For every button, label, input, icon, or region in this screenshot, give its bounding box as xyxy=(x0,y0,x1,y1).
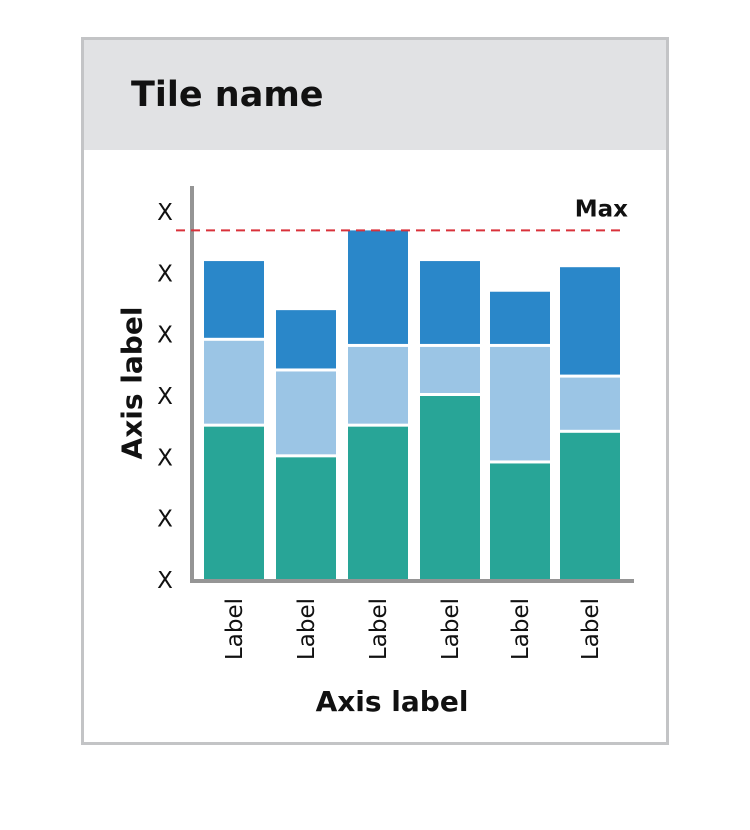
bar-segment xyxy=(420,346,480,393)
x-tick-label: Label xyxy=(438,598,464,660)
tile-title: Tile name xyxy=(131,75,324,115)
y-axis-title: Axis label xyxy=(116,307,149,460)
bar-segment xyxy=(560,267,620,375)
bar-segment xyxy=(276,457,336,580)
x-tick-label: Label xyxy=(578,598,604,660)
y-tick-label: X xyxy=(157,261,173,287)
bar-segment xyxy=(204,426,264,580)
x-tick-label: Label xyxy=(222,598,248,660)
bar-segment xyxy=(490,346,550,461)
bar-segment xyxy=(276,371,336,455)
bar-segment xyxy=(420,396,480,580)
y-tick-label: X xyxy=(157,200,173,226)
bar-segment xyxy=(204,261,264,338)
bar-segment xyxy=(420,261,480,344)
bar-segment xyxy=(348,230,408,344)
tile-header: Tile name xyxy=(84,40,666,150)
x-tick-label: Label xyxy=(366,598,392,660)
y-tick-label: X xyxy=(157,323,173,349)
x-axis-title: Axis label xyxy=(316,685,469,718)
y-tick-label: X xyxy=(157,568,173,594)
x-tick-label: Label xyxy=(294,598,320,660)
bar-segment xyxy=(348,426,408,580)
bar-segment xyxy=(204,340,264,424)
bar-segment xyxy=(348,346,408,424)
y-tick-label: X xyxy=(157,507,173,533)
x-tick-label: Label xyxy=(508,598,534,660)
bar-segment xyxy=(560,432,620,580)
y-tick-label: X xyxy=(157,384,173,410)
bar-segment xyxy=(490,291,550,344)
bars-group xyxy=(204,230,620,580)
x-tick-labels: Label Label Label Label Label Label xyxy=(222,598,604,660)
y-tick-labels: X X X X X X X xyxy=(157,200,173,594)
max-label: Max xyxy=(575,196,628,222)
bar-segment xyxy=(276,310,336,369)
bar-segment xyxy=(490,463,550,580)
y-tick-label: X xyxy=(157,445,173,471)
bar-segment xyxy=(560,377,620,430)
